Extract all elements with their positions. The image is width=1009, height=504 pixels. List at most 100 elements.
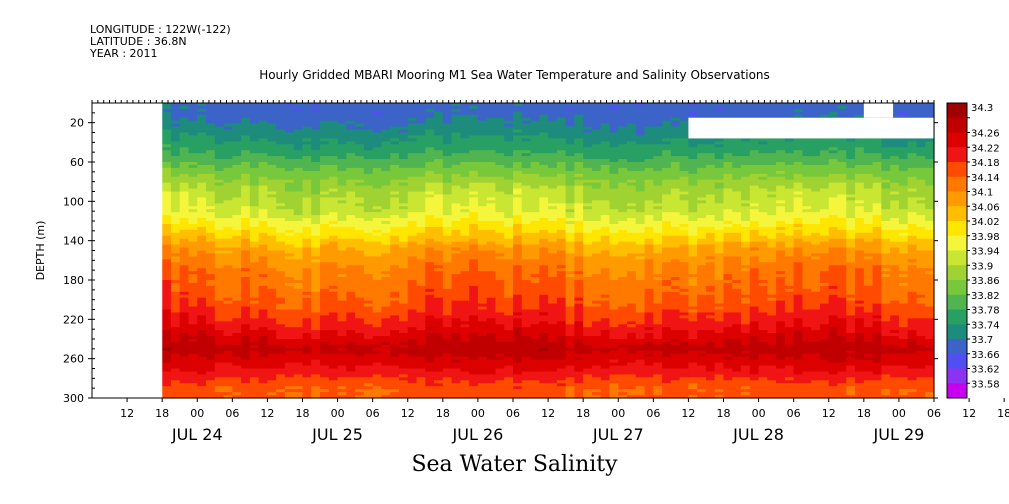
salinity-cell — [320, 324, 330, 328]
salinity-cell — [398, 265, 409, 269]
salinity-cell — [355, 241, 365, 246]
salinity-cell — [214, 306, 225, 311]
salinity-cell — [162, 114, 172, 119]
salinity-cell — [425, 153, 435, 157]
salinity-cell — [206, 111, 216, 116]
salinity-cell — [320, 356, 330, 361]
salinity-cell — [390, 203, 400, 207]
salinity-cell — [583, 170, 593, 175]
salinity-cell — [521, 114, 532, 119]
salinity-cell — [407, 120, 418, 125]
salinity-cell — [223, 215, 233, 219]
salinity-cell — [574, 353, 584, 358]
salinity-cell — [276, 309, 286, 314]
salinity-cell — [214, 324, 225, 328]
salinity-cell — [539, 229, 549, 234]
salinity-cell — [530, 120, 540, 125]
salinity-cell — [302, 156, 312, 160]
salinity-cell — [548, 138, 558, 142]
salinity-cell — [197, 392, 207, 396]
salinity-cell — [513, 241, 523, 246]
salinity-cell — [504, 300, 514, 305]
salinity-cell — [355, 315, 365, 319]
salinity-cell — [398, 200, 409, 204]
salinity-cell — [574, 347, 584, 352]
salinity-cell — [355, 218, 365, 222]
salinity-cell — [591, 232, 602, 237]
salinity-cell — [328, 389, 339, 393]
salinity-cell — [556, 268, 567, 272]
salinity-cell — [416, 200, 426, 204]
salinity-cell — [223, 282, 233, 287]
salinity-cell — [302, 197, 312, 201]
salinity-cell — [232, 159, 242, 163]
salinity-cell — [267, 333, 277, 337]
salinity-cell — [407, 153, 418, 157]
salinity-cell — [363, 103, 374, 107]
salinity-cell — [583, 288, 593, 293]
salinity-cell — [328, 141, 339, 145]
salinity-cell — [355, 238, 365, 243]
salinity-cell — [521, 253, 532, 257]
salinity-cell — [188, 324, 198, 328]
salinity-cell — [486, 138, 497, 142]
salinity-cell — [583, 141, 593, 145]
salinity-cell — [469, 280, 479, 284]
salinity-cell — [539, 197, 549, 201]
salinity-cell — [232, 215, 242, 219]
salinity-cell — [197, 389, 207, 393]
salinity-cell — [179, 132, 190, 137]
salinity-cell — [197, 203, 207, 207]
salinity-cell — [416, 244, 426, 249]
salinity-cell — [398, 274, 409, 278]
salinity-cell — [530, 185, 540, 190]
salinity-cell — [548, 297, 558, 302]
salinity-cell — [284, 162, 295, 166]
salinity-cell — [241, 256, 251, 260]
salinity-cell — [469, 170, 479, 175]
salinity-cell — [486, 395, 497, 399]
salinity-cell — [293, 200, 304, 204]
salinity-cell — [276, 176, 286, 181]
salinity-cell — [337, 221, 347, 225]
salinity-cell — [241, 215, 251, 219]
salinity-cell — [390, 105, 400, 110]
salinity-cell — [407, 318, 418, 322]
salinity-cell — [381, 303, 391, 308]
salinity-cell — [258, 324, 269, 328]
salinity-cell — [179, 144, 190, 148]
salinity-cell — [293, 392, 304, 396]
salinity-cell — [556, 176, 567, 181]
salinity-cell — [276, 132, 286, 137]
salinity-cell — [398, 247, 409, 252]
salinity-cell — [206, 162, 216, 166]
salinity-cell — [276, 336, 286, 340]
salinity-cell — [363, 350, 374, 355]
salinity-cell — [556, 209, 567, 213]
salinity-cell — [460, 223, 470, 228]
salinity-cell — [460, 274, 470, 278]
salinity-cell — [232, 206, 242, 210]
salinity-cell — [442, 265, 453, 269]
salinity-cell — [346, 209, 356, 213]
salinity-cell — [451, 306, 461, 311]
salinity-cell — [363, 386, 374, 390]
salinity-cell — [530, 147, 540, 151]
salinity-cell — [381, 241, 391, 246]
salinity-cell — [267, 173, 277, 178]
salinity-cell — [197, 315, 207, 319]
salinity-cell — [434, 353, 444, 358]
salinity-cell — [232, 221, 242, 225]
salinity-cell — [249, 395, 260, 399]
salinity-cell — [495, 244, 505, 249]
salinity-cell — [179, 147, 190, 151]
salinity-cell — [249, 365, 260, 370]
salinity-cell — [451, 353, 461, 358]
salinity-cell — [293, 356, 304, 361]
salinity-cell — [451, 182, 461, 187]
salinity-cell — [477, 306, 488, 311]
salinity-cell — [469, 350, 479, 355]
salinity-cell — [372, 288, 383, 293]
salinity-cell — [249, 380, 260, 384]
salinity-cell — [451, 147, 461, 151]
